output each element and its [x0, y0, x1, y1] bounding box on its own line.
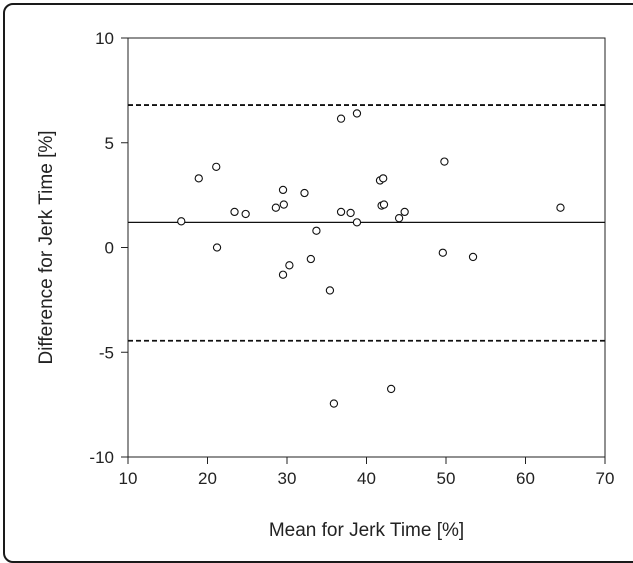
data-point [271, 203, 281, 212]
data-point [279, 200, 288, 209]
data-point [230, 207, 239, 217]
reference-lines [128, 104, 605, 342]
x-tick-label: 70 [596, 469, 615, 488]
data-point [400, 207, 409, 217]
plot-area [127, 37, 606, 458]
data-point [379, 174, 388, 183]
data-point [241, 209, 250, 219]
data-point [312, 226, 321, 235]
y-tick-label: 10 [95, 29, 114, 48]
y-axis-title: Difference for Jerk Time [%] [36, 130, 57, 364]
x-tick-label: 20 [198, 469, 217, 488]
x-tick-label: 50 [437, 469, 456, 488]
data-point [212, 243, 222, 252]
x-tick-label: 30 [278, 469, 297, 488]
data-point [285, 261, 294, 270]
y-tick-label: -5 [99, 343, 114, 362]
data-point [336, 114, 346, 123]
y-axis-ticks: 10 5 0 -5 -10 [89, 29, 128, 467]
x-tick-label: 40 [357, 469, 376, 488]
data-point [329, 399, 339, 408]
data-point [438, 248, 447, 257]
data-point [194, 174, 203, 183]
data-point [352, 109, 362, 118]
data-point [440, 157, 449, 166]
data-point [306, 254, 315, 264]
x-tick-label: 10 [119, 469, 138, 488]
data-point [336, 207, 346, 217]
data-point [352, 218, 362, 227]
y-tick-label: 5 [105, 134, 114, 153]
x-axis-ticks: 10 20 30 40 50 60 70 [119, 457, 615, 488]
data-point [278, 270, 288, 279]
data-point [386, 384, 396, 394]
y-tick-label: -10 [89, 448, 114, 467]
data-point [468, 252, 478, 262]
x-axis-title: Mean for Jerk Time [%] [269, 520, 464, 541]
data-point [325, 286, 335, 295]
data-points [177, 109, 565, 408]
data-point [394, 214, 404, 223]
data-point [212, 162, 221, 171]
data-point [346, 208, 355, 218]
data-point [379, 200, 389, 209]
y-tick-label: 0 [105, 239, 114, 258]
data-point [300, 188, 309, 198]
data-point [278, 185, 288, 195]
data-point [177, 217, 186, 226]
data-point [556, 203, 565, 212]
x-tick-label: 60 [516, 469, 535, 488]
